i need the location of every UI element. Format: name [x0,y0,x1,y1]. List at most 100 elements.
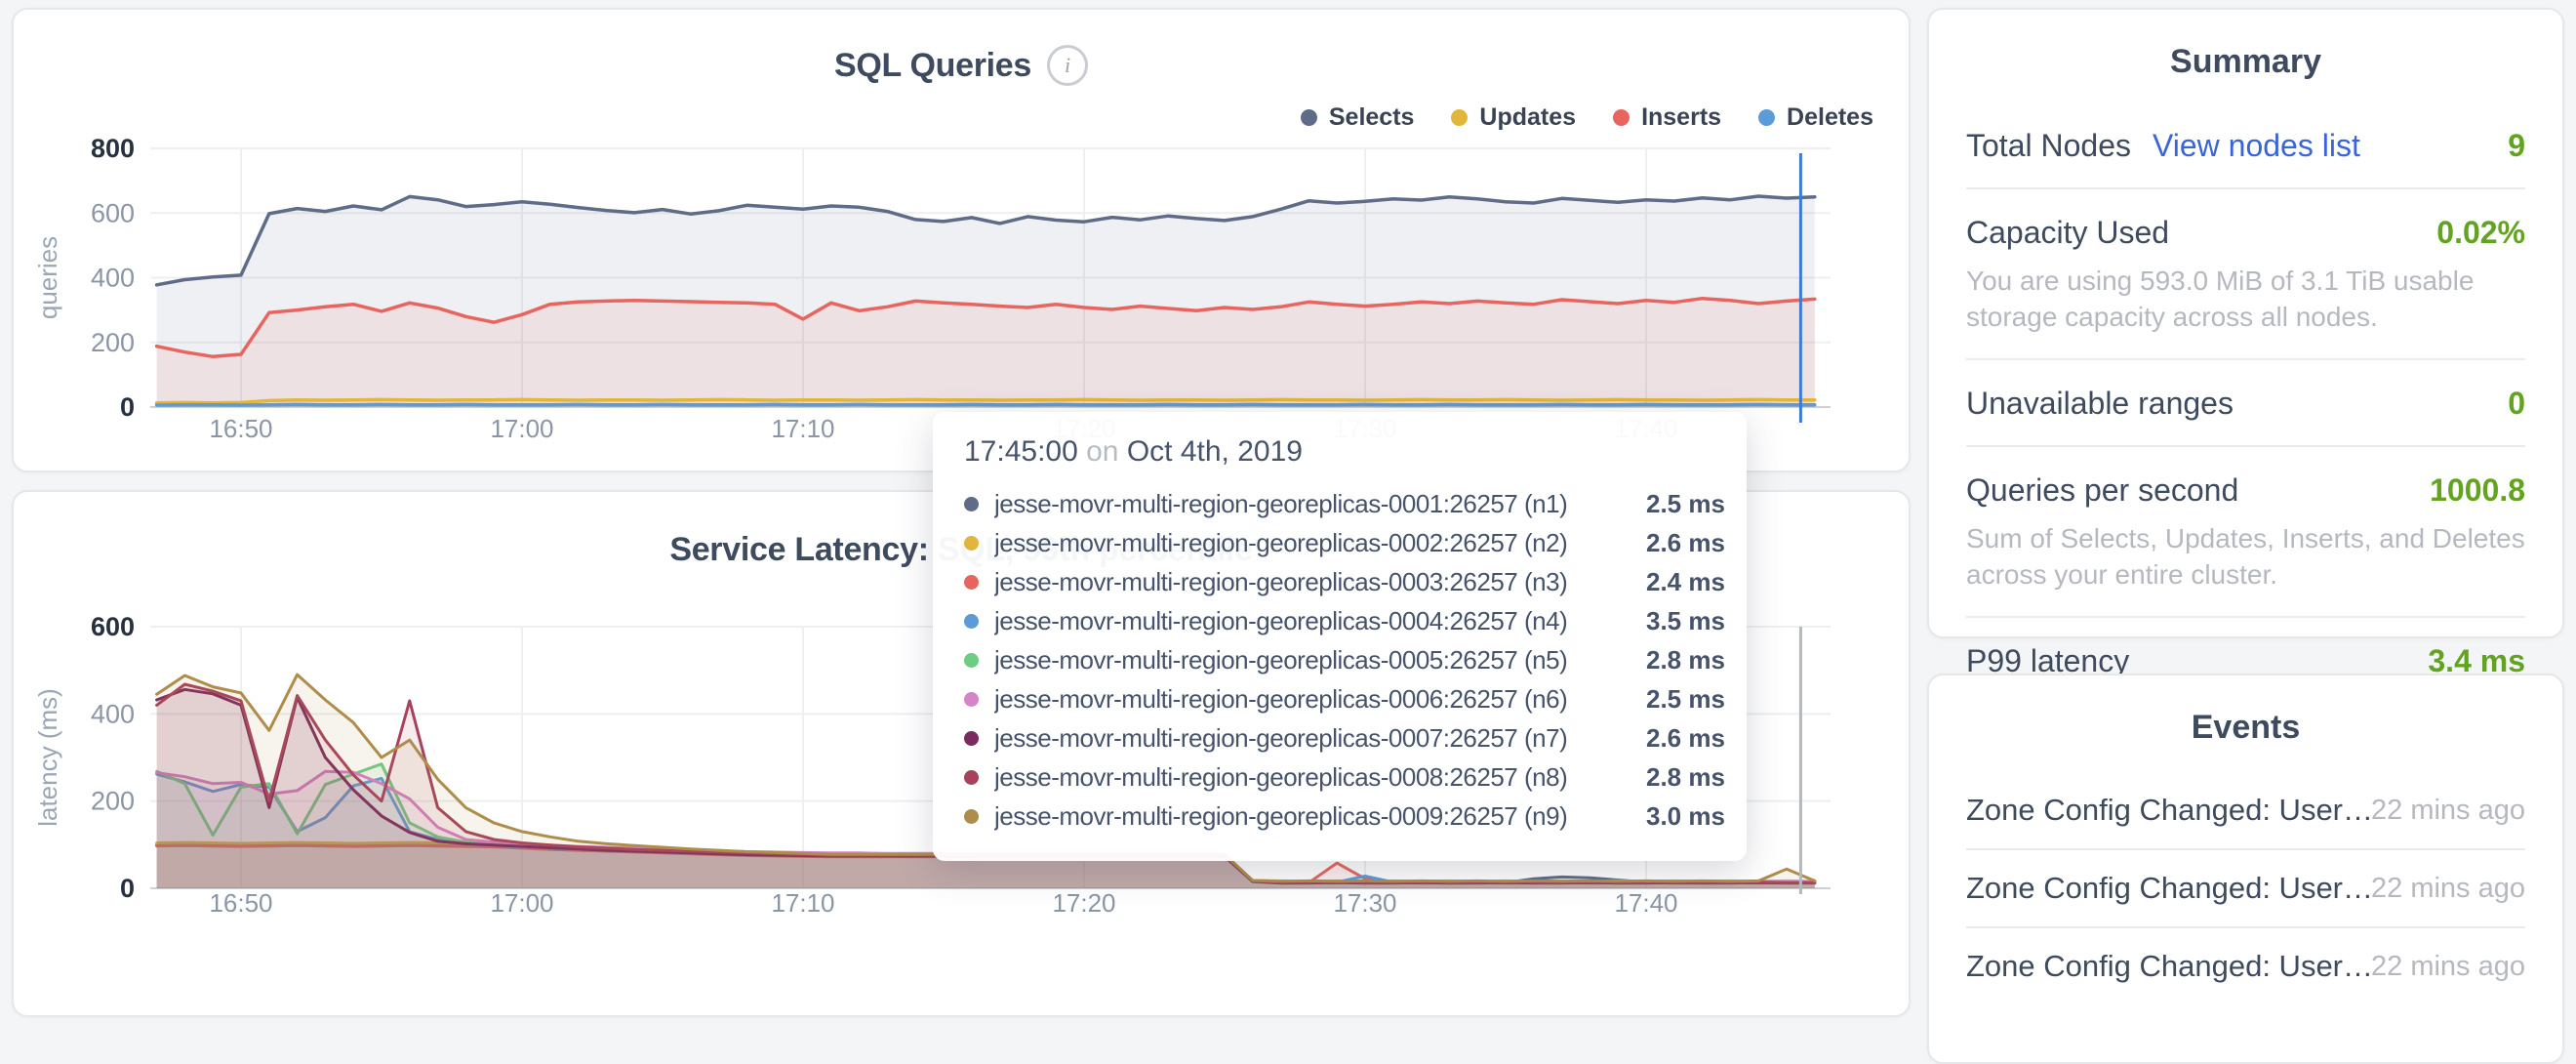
qps-subtext: Sum of Selects, Updates, Inserts, and De… [1966,523,2525,590]
legend-label: Deletes [1787,103,1873,131]
series-color-dot-icon [964,691,979,707]
svg-text:600: 600 [91,198,135,227]
node-name: jesse-movr-multi-region-georeplicas-0004… [994,605,1568,635]
info-icon[interactable]: i [1047,45,1089,86]
series-color-dot-icon [964,769,979,785]
tooltip-on: on [1086,435,1127,468]
tooltip-node-row: jesse-movr-multi-region-georeplicas-0002… [964,523,1729,562]
legend-label: Updates [1479,103,1577,131]
summary-row-p99: P99 latency 3.4 ms [1966,618,2525,703]
tooltip-date: Oct 4th, 2019 [1126,435,1303,468]
tooltip-node-row: jesse-movr-multi-region-georeplicas-0005… [964,640,1729,679]
sql-queries-chart[interactable]: 16:5017:0017:1017:2017:3017:400200400600… [14,10,1909,471]
node-latency-value: 2.8 ms [1646,644,1725,675]
node-latency-value: 2.4 ms [1646,566,1725,596]
sql-queries-title: SQL Queries [833,46,1032,84]
series-color-dot-icon [964,808,979,824]
event-description[interactable]: Zone Config Changed: User… [1966,793,2371,827]
svg-text:600: 600 [91,612,135,641]
legend-dot-icon [1300,109,1317,126]
series-color-dot-icon [964,574,979,590]
node-name: jesse-movr-multi-region-georeplicas-0001… [994,488,1568,518]
legend-label: Selects [1328,103,1415,131]
sql-queries-title-row: SQL Queries i [14,45,1909,86]
legend-item[interactable]: Deletes [1758,103,1873,132]
legend-item[interactable]: Selects [1300,103,1415,132]
svg-text:17:00: 17:00 [490,888,553,918]
view-nodes-list-link[interactable]: View nodes list [2152,128,2360,163]
qps-value: 1000.8 [2430,472,2525,508]
tooltip-node-row: jesse-movr-multi-region-georeplicas-0008… [964,757,1729,797]
event-time: 22 mins ago [2371,872,2525,904]
legend-dot-icon [1613,109,1630,126]
summary-row-unavailable-ranges: Unavailable ranges 0 [1966,360,2525,447]
events-title: Events [2191,709,2301,746]
summary-row-capacity: Capacity Used 0.02% You are using 593.0 … [1966,189,2525,360]
event-time: 22 mins ago [2371,794,2525,826]
legend-item[interactable]: Inserts [1613,103,1721,132]
svg-text:17:00: 17:00 [490,414,553,443]
p99-latency-value: 3.4 ms [2428,643,2525,678]
tooltip-node-row: jesse-movr-multi-region-georeplicas-0009… [964,797,1729,836]
unavailable-ranges-value: 0 [2508,386,2525,421]
tooltip-time: 17:45:00 [964,435,1078,468]
svg-text:latency (ms): latency (ms) [33,688,62,827]
event-row: Zone Config Changed: User… 22 mins ago [1966,772,2525,850]
node-name: jesse-movr-multi-region-georeplicas-0002… [994,527,1568,557]
node-latency-value: 2.8 ms [1646,761,1725,792]
legend-dot-icon [1758,109,1776,126]
total-nodes-label: Total Nodes [1966,128,2131,163]
node-name: jesse-movr-multi-region-georeplicas-0008… [994,761,1568,792]
qps-label: Queries per second [1966,472,2239,508]
tooltip-header: 17:45:00 on Oct 4th, 2019 [964,435,1729,469]
svg-text:200: 200 [91,787,135,816]
node-latency-value: 2.6 ms [1646,527,1725,557]
event-row: Zone Config Changed: User… 22 mins ago [1966,928,2525,1004]
sql-queries-panel: SQL Queries i Selects Updates Inserts De… [12,8,1911,472]
tooltip-rows: jesse-movr-multi-region-georeplicas-0001… [964,484,1729,836]
chart-hover-tooltip: 17:45:00 on Oct 4th, 2019 jesse-movr-mul… [933,412,1747,861]
legend-item[interactable]: Updates [1451,103,1576,132]
legend-label: Inserts [1641,103,1722,131]
event-description[interactable]: Zone Config Changed: User… [1966,949,2371,983]
node-latency-value: 3.0 ms [1646,800,1725,831]
tooltip-node-row: jesse-movr-multi-region-georeplicas-0003… [964,562,1729,601]
node-latency-value: 2.6 ms [1646,722,1725,753]
svg-text:queries: queries [33,236,62,319]
node-name: jesse-movr-multi-region-georeplicas-0005… [994,644,1568,675]
svg-text:800: 800 [91,134,135,163]
event-row: Zone Config Changed: User… 22 mins ago [1966,850,2525,928]
capacity-used-value: 0.02% [2436,215,2525,250]
event-description[interactable]: Zone Config Changed: User… [1966,871,2371,905]
unavailable-ranges-label: Unavailable ranges [1966,386,2234,421]
summary-title: Summary [2170,43,2321,80]
node-latency-value: 2.5 ms [1646,683,1725,714]
svg-text:400: 400 [91,699,135,728]
summary-panel: Summary Total Nodes View nodes list 9 Ca… [1927,8,2564,678]
node-name: jesse-movr-multi-region-georeplicas-0003… [994,566,1568,596]
series-color-dot-icon [964,535,979,551]
tooltip-node-row: jesse-movr-multi-region-georeplicas-0001… [964,484,1729,523]
tooltip-node-row: jesse-movr-multi-region-georeplicas-0007… [964,718,1729,757]
series-color-dot-icon [964,496,979,512]
node-name: jesse-movr-multi-region-georeplicas-0006… [994,683,1568,714]
tooltip-node-row: jesse-movr-multi-region-georeplicas-0004… [964,601,1729,640]
svg-text:16:50: 16:50 [209,414,272,443]
series-color-dot-icon [964,730,979,746]
legend-dot-icon [1451,109,1469,126]
p99-latency-label: P99 latency [1966,643,2130,678]
events-panel: Events Zone Config Changed: User… 22 min… [1927,674,2564,1064]
service-latency-chart[interactable]: 16:50 17:00 17:10 17:20 17:30 17:40 0 200 400 600… [14,492,1909,996]
tooltip-node-row: jesse-movr-multi-region-georeplicas-0006… [964,679,1729,718]
sql-queries-legend: Selects Updates Inserts Deletes [1300,103,1873,132]
summary-row-qps: Queries per second 1000.8 Sum of Selects… [1966,447,2525,618]
node-latency-value: 2.5 ms [1646,488,1725,518]
svg-text:17:40: 17:40 [1614,888,1677,918]
series-color-dot-icon [964,613,979,629]
event-time: 22 mins ago [2371,950,2525,982]
svg-text:0: 0 [120,392,135,422]
node-name: jesse-movr-multi-region-georeplicas-0007… [994,722,1568,753]
svg-text:17:10: 17:10 [771,888,834,918]
events-rows: Zone Config Changed: User… 22 mins ago Z… [1966,772,2525,1004]
capacity-used-subtext: You are using 593.0 MiB of 3.1 TiB usabl… [1966,266,2475,332]
